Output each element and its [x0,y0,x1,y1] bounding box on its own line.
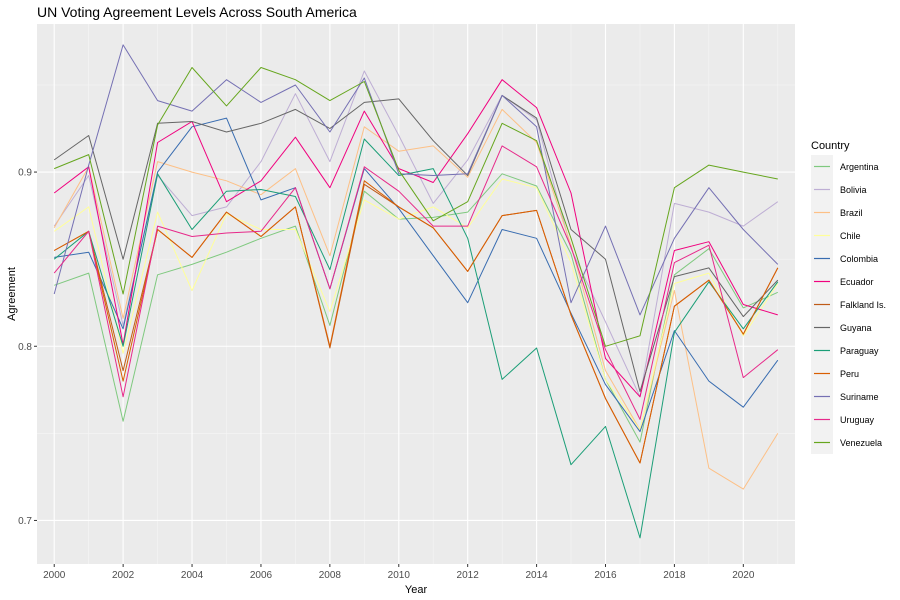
legend-label-uruguay: Uruguay [840,415,875,425]
y-tick-label: 0.8 [18,342,32,353]
plot-panel [37,24,795,564]
y-tick-label: 0.9 [18,168,32,179]
series-line-uruguay [53,145,779,420]
axis-ticks: 2000 2002 2004 2006 2008 2010 2012 2014 2016 2018… [18,168,755,581]
series-line-suriname [53,44,779,316]
chart-title: UN Voting Agreement Levels Across South … [37,4,357,20]
y-axis-title: Agreement [6,267,18,321]
y-tick-label: 0.7 [18,516,32,527]
series-line-bolivia [53,70,779,398]
legend-label-suriname: Suriname [840,392,879,402]
x-tick-label: 2000 [43,570,66,581]
x-tick-label: 2012 [457,570,480,581]
x-tick-label: 2018 [663,570,686,581]
series-line-chile [53,178,779,431]
series-line-peru [53,180,779,464]
x-tick-label: 2016 [594,570,617,581]
legend-label-guyana: Guyana [840,323,872,333]
legend-label-peru: Peru [840,369,859,379]
legend-label-paraguay: Paraguay [840,346,879,356]
x-axis-title: Year [405,584,428,596]
legend-title: Country [811,140,850,152]
legend-label-colombia: Colombia [840,254,878,264]
x-tick-label: 2002 [112,570,135,581]
x-tick-label: 2014 [525,570,548,581]
series-line-ecuador [53,79,778,398]
series-lines [53,44,779,539]
series-line-paraguay [53,138,779,539]
series-line-colombia [54,117,779,433]
legend-label-falkland-is: Falkland Is. [840,300,886,310]
legend-label-chile: Chile [840,231,861,241]
x-tick-label: 2010 [388,570,411,581]
grid-lines [37,24,795,564]
legend: Country Argentina Bolivia Brazil Chile Colom… [811,140,886,454]
legend-label-bolivia: Bolivia [840,185,867,195]
series-line-guyana [53,94,779,392]
series-line-venezuela [54,67,778,347]
legend-label-brazil: Brazil [840,208,863,218]
x-tick-label: 2004 [181,570,204,581]
legend-label-ecuador: Ecuador [840,277,874,287]
legend-label-argentina: Argentina [840,162,879,172]
x-tick-label: 2008 [319,570,342,581]
x-tick-label: 2020 [732,570,755,581]
legend-label-venezuela: Venezuela [840,438,882,448]
x-tick-label: 2006 [250,570,273,581]
series-line-brazil [53,108,779,490]
